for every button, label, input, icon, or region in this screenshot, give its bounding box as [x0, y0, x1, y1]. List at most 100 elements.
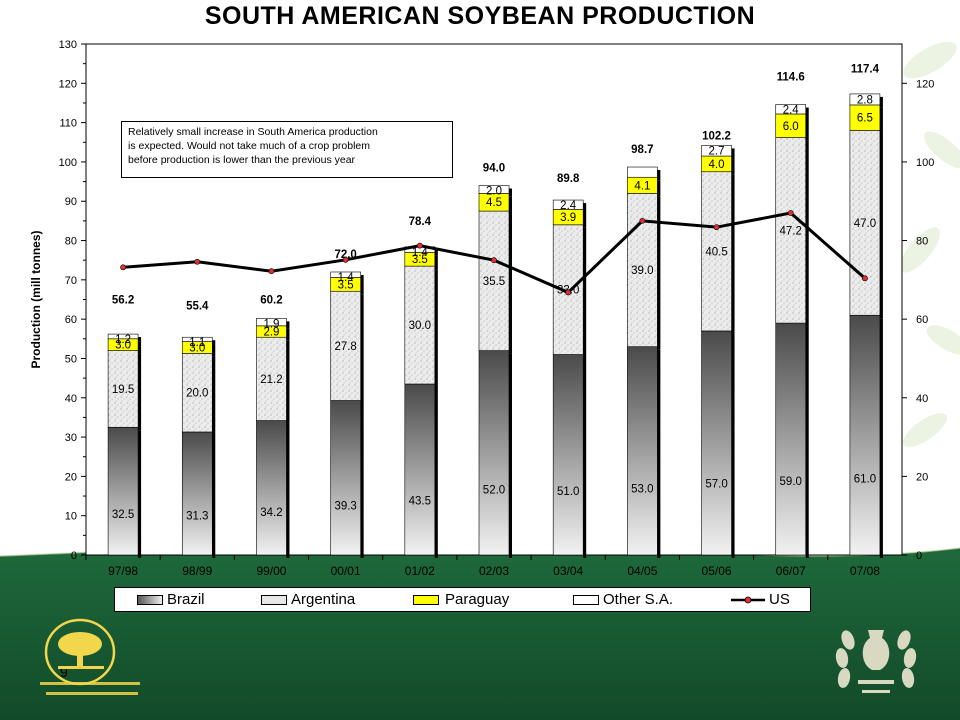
us-marker — [787, 210, 794, 216]
bar-argentina — [181, 353, 213, 433]
bar-shadow — [731, 148, 735, 160]
bar-shadow — [434, 255, 438, 270]
bar-other-sa — [107, 333, 139, 340]
bar-shadow — [138, 430, 142, 558]
x-tick-label: 02/03 — [479, 564, 509, 578]
x-tick-label: 04/05 — [627, 564, 657, 578]
bar-shadow — [879, 96, 883, 108]
data-label-brazil: 57.0 — [705, 478, 727, 490]
data-label-argentina: 30.0 — [409, 320, 431, 332]
data-label-paraguay: 3.9 — [560, 212, 576, 224]
bar-brazil — [701, 330, 732, 556]
page-title: SOUTH AMERICAN SOYBEAN PRODUCTION — [204, 2, 756, 30]
total-label: 60.2 — [260, 295, 282, 307]
bar-shadow — [138, 337, 142, 342]
data-label-other-sa: 1.4 — [338, 272, 355, 284]
data-label-brazil: 31.3 — [186, 511, 208, 523]
data-label-paraguay: 3.0 — [115, 340, 131, 352]
us-marker — [639, 217, 646, 224]
y-tick-label: 30 — [65, 432, 77, 444]
legend-label-us: US — [769, 591, 790, 608]
y-tick-label: 80 — [65, 236, 77, 248]
bar-brazil — [256, 420, 287, 556]
y2-tick-label: 120 — [916, 78, 934, 90]
chart-legend: Brazil Argentina Paraguay Other S.A. US — [114, 587, 811, 612]
bar-other-sa — [552, 199, 584, 210]
data-label-brazil: 52.0 — [483, 485, 505, 497]
data-label-brazil: 61.0 — [854, 473, 876, 485]
data-label-brazil: 39.3 — [334, 501, 356, 513]
total-label: 89.8 — [557, 173, 580, 185]
legend-swatch-argentina — [261, 595, 287, 605]
y-tick-label: 90 — [65, 196, 77, 208]
bar-shadow — [434, 249, 438, 256]
legend-swatch-us — [731, 596, 765, 604]
bar-shadow — [657, 196, 661, 350]
x-tick-label: 06/07 — [776, 564, 806, 578]
bar-shadow — [138, 353, 142, 431]
legend-swatch-paraguay — [413, 595, 439, 605]
annotation-line-1: Relatively small increase in South Ameri… — [128, 126, 378, 138]
bar-other-sa — [330, 271, 361, 278]
y-tick-label: 100 — [59, 157, 77, 169]
bar-argentina — [330, 290, 361, 401]
bar-other-sa — [478, 185, 510, 194]
bar-brazil — [181, 431, 213, 556]
y2-tick-label: 0 — [916, 550, 922, 562]
bar-shadow — [583, 212, 587, 228]
bar-shadow — [879, 107, 883, 134]
bar-brazil — [775, 322, 807, 556]
bar-other-sa — [181, 336, 213, 342]
total-label: 114.6 — [777, 72, 805, 84]
bar-other-sa — [775, 104, 807, 115]
y2-tick-label: 60 — [916, 314, 928, 326]
data-label-argentina: 35.5 — [483, 276, 505, 288]
total-label: 94.0 — [483, 163, 505, 175]
data-label-paraguay: 6.5 — [857, 113, 873, 125]
bar-shadow — [212, 356, 216, 435]
us-marker — [862, 275, 868, 282]
bar-shadow — [509, 188, 512, 197]
data-label-brazil: 34.2 — [260, 507, 282, 519]
bar-shadow — [212, 434, 216, 558]
legend-label-argentina: Argentina — [291, 591, 356, 608]
data-label-paraguay: 4.1 — [634, 180, 650, 192]
bar-argentina — [404, 265, 436, 385]
total-label: 102.2 — [702, 130, 731, 142]
bar-brazil — [478, 350, 510, 556]
bar-brazil — [330, 400, 361, 556]
data-label-other-sa: 1.9 — [263, 318, 279, 330]
x-tick-label: 97/98 — [108, 564, 138, 578]
bar-shadow — [509, 196, 512, 215]
bar-other-sa — [849, 93, 881, 106]
bar-shadow — [360, 294, 364, 404]
us-marker — [342, 256, 349, 263]
bar-shadow — [805, 107, 809, 117]
us-marker — [120, 264, 126, 271]
green-footer-band — [0, 539, 960, 720]
y2-tick-label: 80 — [916, 236, 928, 248]
bar-shadow — [360, 274, 364, 281]
data-label-brazil: 53.0 — [631, 483, 653, 495]
bar-shadow — [805, 326, 809, 558]
y-tick-label: 0 — [71, 550, 77, 562]
data-label-paraguay: 4.5 — [486, 197, 502, 209]
data-label-brazil: 51.0 — [557, 486, 579, 498]
legend-swatch-other-sa — [573, 595, 599, 605]
data-label-paraguay: 6.0 — [783, 121, 799, 133]
olive-branch-amphora-logo — [835, 630, 917, 693]
annotation-line-3: before production is lower than the prev… — [128, 154, 356, 166]
y-tick-label: 70 — [65, 275, 77, 287]
legend-label-other-sa: Other S.A. — [603, 591, 674, 608]
data-label-paraguay: 2.9 — [263, 327, 279, 339]
y-tick-label: 10 — [65, 511, 77, 523]
total-label: 98.7 — [631, 144, 653, 156]
x-tick-label: 05/06 — [702, 564, 732, 578]
data-label-other-sa: 1.1 — [189, 337, 205, 349]
data-label-other-sa: 2.4 — [783, 105, 800, 117]
bar-shadow — [509, 353, 512, 558]
total-label: 117.4 — [851, 64, 880, 76]
total-label: 78.4 — [409, 216, 432, 228]
bar-shadow — [731, 333, 735, 558]
